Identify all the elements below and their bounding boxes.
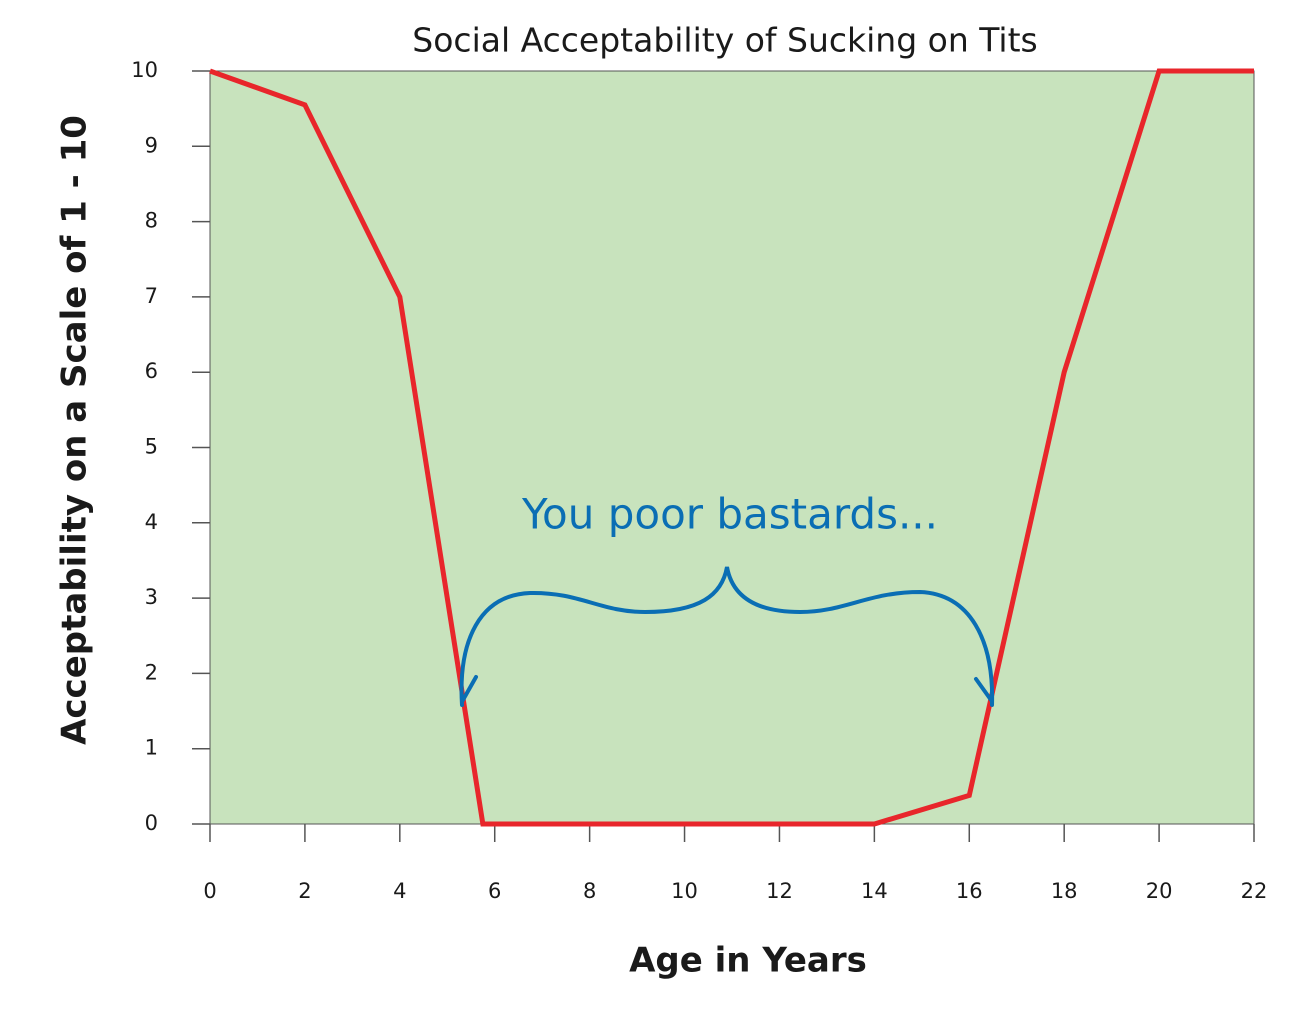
y-tick-label: 8	[145, 209, 158, 233]
x-tick-label: 4	[393, 879, 406, 903]
y-tick-label: 1	[145, 736, 158, 760]
chart-title: Social Acceptability of Sucking on Tits	[412, 21, 1037, 60]
y-tick-label: 5	[145, 435, 158, 459]
x-tick-label: 0	[203, 879, 216, 903]
x-tick-label: 10	[671, 879, 698, 903]
x-tick-label: 22	[1241, 879, 1268, 903]
y-tick-label: 3	[145, 585, 158, 609]
brace-arrow	[461, 675, 478, 702]
x-tick-label: 2	[298, 879, 311, 903]
annotation: You poor bastards...	[521, 490, 938, 539]
y-axis-label: Acceptability on a Scale of 1 - 10	[55, 115, 95, 745]
data-line	[209, 68, 1254, 827]
y-tick-label: 9	[145, 133, 158, 157]
y-tick-label: 6	[145, 359, 158, 383]
brace	[459, 566, 995, 707]
brace-path	[459, 566, 995, 707]
brace-arrow	[974, 677, 993, 702]
y-tick-label: 0	[145, 811, 158, 835]
x-tick-label: 14	[861, 879, 888, 903]
y-tick-label: 10	[131, 58, 158, 82]
x-tick-label: 16	[956, 879, 983, 903]
y-tick-label: 2	[145, 660, 158, 684]
x-tick-label: 8	[583, 879, 596, 903]
y-tick-label: 7	[145, 284, 158, 308]
y-tick-label: 4	[145, 510, 158, 534]
x-tick-label: 12	[766, 879, 793, 903]
x-tick-label: 6	[488, 879, 501, 903]
x-tick-label: 20	[1146, 879, 1173, 903]
x-tick-label: 18	[1051, 879, 1078, 903]
x-axis-label: Age in Years	[629, 941, 867, 981]
plot-area	[209, 70, 1255, 825]
